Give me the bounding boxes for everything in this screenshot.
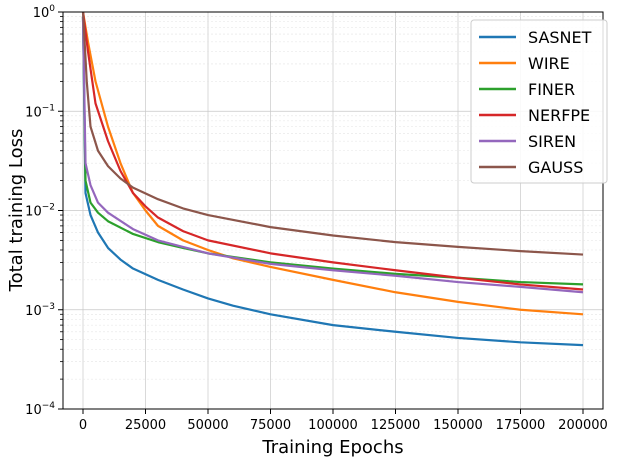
series-line-nerfpe (81, 12, 584, 291)
x-axis-ticks: 0 25000 50000 75000 100000 125000 150000 175000… (79, 409, 608, 433)
legend-label-sasnet: SASNET (528, 28, 592, 47)
x-tick-label: 0 (79, 418, 87, 433)
y-axis-label: Total training Loss (6, 129, 27, 293)
series-lines (81, 12, 584, 347)
legend-label-finer: FINER (528, 80, 575, 99)
y-tick-label: 10−3 (25, 302, 55, 319)
series-line-siren (81, 16, 584, 294)
x-tick-label: 125000 (371, 418, 421, 433)
y-tick-label: 10−1 (25, 103, 55, 120)
legend-label-siren: SIREN (528, 132, 576, 151)
series-line-wire (81, 12, 584, 316)
x-tick-label: 100000 (308, 418, 358, 433)
y-axis-ticks: 10−4 10−3 10−2 10−1 100 (25, 4, 63, 418)
legend-label-wire: WIRE (528, 54, 570, 73)
y-tick-label: 100 (33, 4, 56, 21)
series-line-sasnet (81, 16, 584, 347)
x-tick-label: 25000 (125, 418, 166, 433)
x-tick-label: 50000 (187, 418, 228, 433)
x-tick-label: 75000 (250, 418, 291, 433)
legend: SASNET WIRE FINER NERFPE SIREN GAUSS (470, 19, 608, 184)
x-tick-label: 175000 (496, 418, 546, 433)
x-tick-label: 200000 (558, 418, 608, 433)
series-line-gauss (81, 12, 584, 256)
legend-label-gauss: GAUSS (528, 158, 583, 177)
y-tick-label: 10−2 (25, 203, 55, 220)
x-tick-label: 150000 (433, 418, 483, 433)
y-tick-label: 10−4 (25, 401, 55, 418)
x-axis-label: Training Epochs (261, 437, 403, 458)
legend-label-nerfpe: NERFPE (528, 106, 590, 125)
